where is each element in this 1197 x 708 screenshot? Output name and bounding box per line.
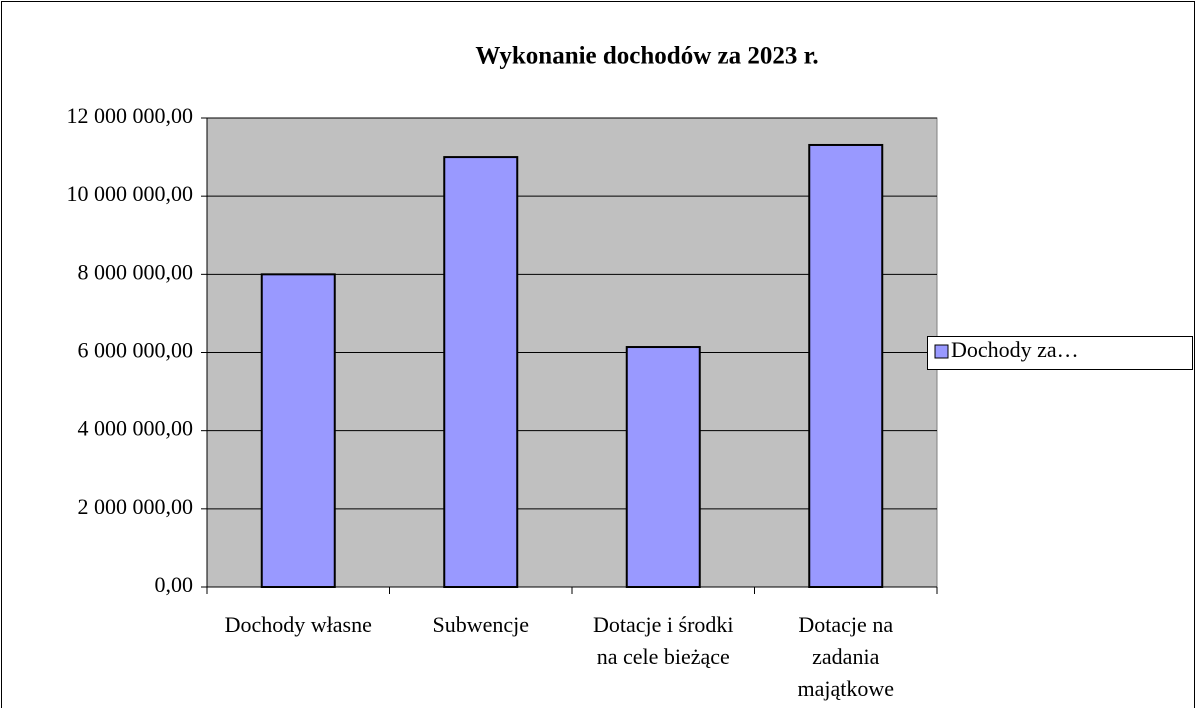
y-tick-label: 0,00	[155, 572, 194, 597]
bar	[443, 156, 519, 588]
y-tick-label: 12 000 000,00	[67, 103, 194, 128]
y-tick-label: 6 000 000,00	[78, 338, 194, 363]
y-tick-label: 10 000 000,00	[67, 181, 194, 206]
legend-label: Dochody za…	[951, 337, 1079, 362]
x-tick-label: Subwencje	[432, 612, 530, 637]
chart-title: Wykonanie dochodów za 2023 r.	[475, 43, 818, 70]
y-tick-label: 8 000 000,00	[78, 259, 194, 284]
bar	[808, 143, 884, 588]
x-tick-label: Dochody własne	[224, 612, 372, 637]
bar	[625, 346, 701, 588]
x-tick-label: Dotacje i środki na cele bieżące	[592, 612, 734, 669]
x-tick-label: Dotacje na zadania majątkowe	[797, 612, 895, 701]
bar	[260, 273, 336, 588]
legend-box	[927, 336, 1193, 370]
y-tick-label: 4 000 000,00	[78, 416, 194, 441]
y-tick-label: 2 000 000,00	[78, 494, 194, 519]
legend-swatch	[934, 344, 949, 359]
